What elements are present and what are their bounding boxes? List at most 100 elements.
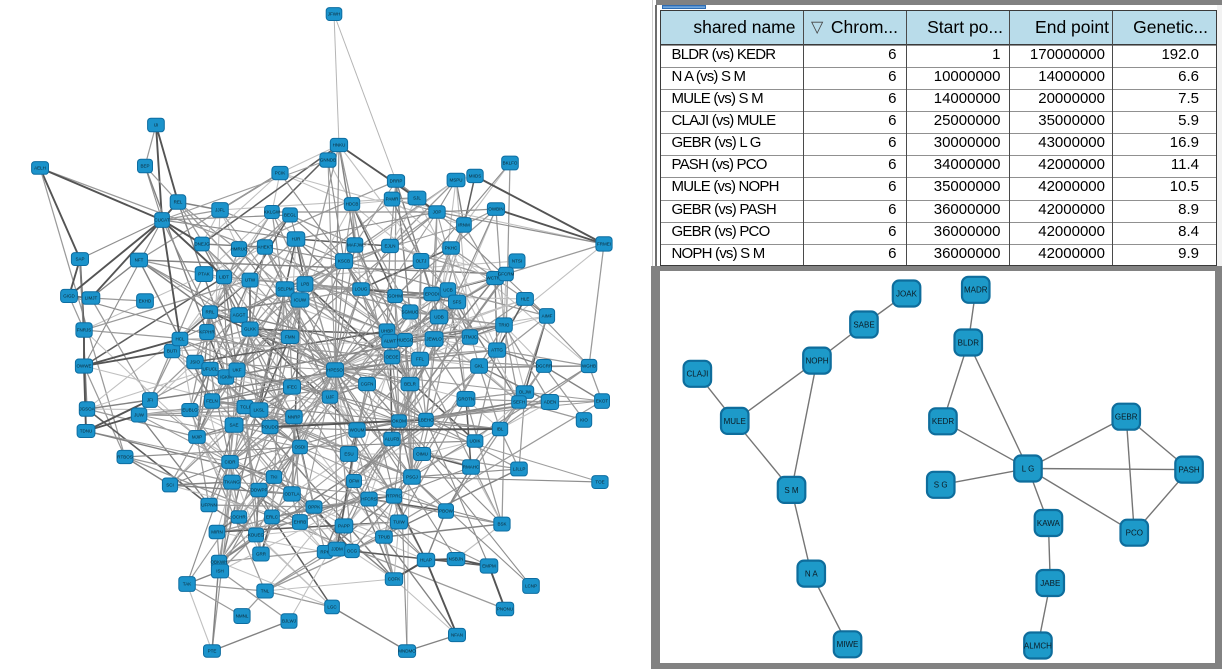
svg-text:S G: S G: [934, 481, 948, 490]
svg-text:MIIDS: MIIDS: [469, 174, 482, 179]
svg-text:OCG: OCG: [347, 549, 358, 554]
svg-text:CIDR: CIDR: [225, 460, 237, 465]
svg-text:WOUM: WOUM: [350, 428, 365, 433]
svg-text:AIMF: AIMF: [542, 314, 553, 319]
svg-text:EHRB: EHRB: [294, 520, 307, 525]
svg-text:LCNP: LCNP: [525, 584, 537, 589]
svg-text:LIDT: LIDT: [219, 275, 229, 280]
svg-text:HPESO: HPESO: [327, 368, 343, 373]
svg-text:HDCB: HDCB: [346, 202, 359, 207]
svg-text:ALMCH: ALMCH: [1024, 641, 1052, 650]
svg-text:GIGD: GIGD: [63, 294, 75, 299]
svg-text:BUTI: BUTI: [167, 349, 177, 354]
svg-text:CUCAT: CUCAT: [154, 218, 169, 223]
svg-text:FNRJS: FNRJS: [77, 328, 92, 333]
svg-text:NOPH: NOPH: [805, 357, 828, 366]
svg-text:TCLI: TCLI: [240, 405, 250, 410]
svg-text:NMNL: NMNL: [236, 614, 249, 619]
svg-text:ATTG: ATTG: [491, 348, 503, 353]
svg-text:ESU: ESU: [344, 452, 353, 457]
svg-text:ICUW: ICUW: [294, 298, 307, 303]
svg-text:HMRUO: HMRUO: [231, 247, 248, 252]
svg-text:KEDR: KEDR: [932, 417, 954, 426]
svg-text:RTPRC: RTPRC: [386, 494, 402, 499]
svg-text:JABE: JABE: [1040, 579, 1060, 588]
svg-text:ISH: ISH: [216, 569, 224, 574]
svg-text:TKI: TKI: [270, 475, 277, 480]
svg-text:BSK: BSK: [497, 522, 506, 527]
svg-text:JFI: JFI: [147, 398, 153, 403]
svg-text:OLJW: OLJW: [519, 390, 532, 395]
svg-text:HUEGO: HUEGO: [397, 338, 414, 343]
svg-text:SJL: SJL: [413, 196, 421, 201]
svg-text:BEGL: BEGL: [284, 213, 297, 218]
svg-text:UHBP: UHBP: [381, 329, 394, 334]
svg-text:LGC: LGC: [327, 605, 337, 610]
svg-text:PCO: PCO: [1126, 529, 1143, 538]
svg-text:OSDI: OSDI: [294, 445, 305, 450]
svg-text:ERLC: ERLC: [266, 515, 279, 520]
svg-text:LBEHO: LBEHO: [418, 418, 434, 423]
svg-text:HLAP: HLAP: [420, 558, 432, 563]
svg-text:FMN: FMN: [285, 335, 295, 340]
svg-text:MULE: MULE: [724, 417, 746, 426]
svg-text:AGGT: AGGT: [233, 313, 246, 318]
svg-text:EKHD: EKHD: [139, 299, 152, 304]
svg-text:BELR: BELR: [404, 382, 417, 387]
svg-text:FFL: FFL: [416, 357, 424, 362]
svg-text:IGKM: IGKM: [220, 375, 232, 380]
svg-text:DNEJG: DNEJG: [194, 242, 210, 247]
svg-text:SEFH: SEFH: [513, 400, 525, 405]
svg-text:RTBOS: RTBOS: [117, 455, 132, 460]
svg-text:NFAN: NFAN: [451, 633, 463, 638]
svg-text:GROTN: GROTN: [458, 397, 474, 402]
svg-text:PSGJ: PSGJ: [406, 475, 418, 480]
svg-text:JEWLO: JEWLO: [426, 337, 442, 342]
svg-text:NFT: NFT: [135, 258, 144, 263]
svg-text:BLDR: BLDR: [958, 338, 980, 347]
svg-text:KSCB: KSCB: [338, 259, 350, 264]
svg-text:ODWPP: ODWPP: [250, 488, 267, 493]
svg-text:RMAHC: RMAHC: [463, 465, 480, 470]
svg-text:GEBR: GEBR: [1115, 413, 1138, 422]
svg-text:ADEN: ADEN: [544, 400, 557, 405]
svg-text:LJLLP: LJLLP: [513, 467, 526, 472]
svg-text:TRIO: TRIO: [499, 323, 510, 328]
svg-text:BKLFO: BKLFO: [503, 161, 518, 166]
svg-text:UJF: UJF: [326, 395, 334, 400]
svg-text:RRL: RRL: [205, 310, 214, 315]
svg-text:ALUFB: ALUFB: [385, 437, 400, 442]
svg-text:OWWE: OWWE: [77, 364, 92, 369]
svg-text:IJI: IJI: [154, 123, 159, 128]
svg-text:MADR: MADR: [964, 286, 988, 295]
svg-text:MAFJW: MAFJW: [347, 243, 364, 248]
svg-text:DGCRR: DGCRR: [536, 364, 553, 369]
svg-text:REL: REL: [174, 200, 183, 205]
svg-text:UTW: UTW: [245, 278, 256, 283]
svg-text:BEP: BEP: [140, 164, 149, 169]
svg-text:TDNU: TDNU: [80, 429, 93, 434]
svg-text:TPUB: TPUB: [378, 535, 390, 540]
svg-text:KAWA: KAWA: [1037, 519, 1061, 528]
svg-text:CLAJI: CLAJI: [687, 370, 709, 379]
svg-text:IFEC: IFEC: [287, 385, 298, 390]
svg-text:OEOE: OEOE: [385, 355, 398, 360]
svg-text:CGFN: CGFN: [361, 382, 374, 387]
svg-text:DRRP: DRRP: [390, 179, 403, 184]
svg-text:TNL: TNL: [261, 589, 270, 594]
svg-text:BJLWJ: BJLWJ: [282, 619, 296, 624]
svg-text:LOUG: LOUG: [355, 287, 368, 292]
svg-text:IRNM: IRNM: [458, 223, 470, 228]
svg-text:EUBLG: EUBLG: [182, 408, 198, 413]
svg-text:HJR: HJR: [292, 237, 301, 242]
svg-text:SGMUO: SGMUO: [401, 310, 419, 315]
svg-text:LPB: LPB: [301, 282, 310, 287]
svg-text:TUIW: TUIW: [393, 520, 405, 525]
svg-text:EJLN: EJLN: [384, 244, 395, 249]
svg-text:ODTLA: ODTLA: [284, 492, 299, 497]
svg-text:PKHC: PKHC: [445, 246, 458, 251]
svg-text:MIWE: MIWE: [837, 640, 859, 649]
svg-text:AELH: AELH: [34, 166, 46, 171]
svg-text:GRR: GRR: [256, 552, 267, 557]
svg-text:KKLGW: KKLGW: [264, 210, 281, 215]
